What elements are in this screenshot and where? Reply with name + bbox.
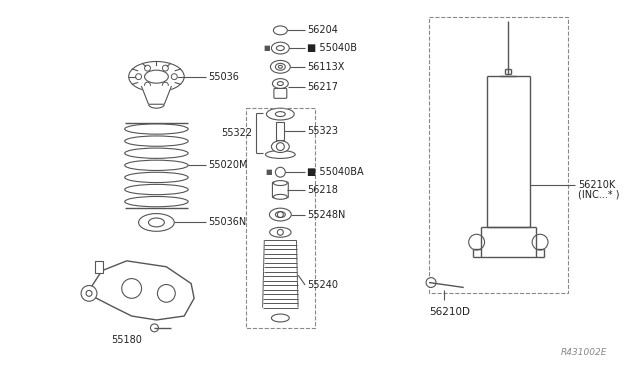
Text: 56113X: 56113X xyxy=(307,62,344,72)
Text: 55248N: 55248N xyxy=(307,209,346,219)
Ellipse shape xyxy=(275,112,285,116)
Text: 55036: 55036 xyxy=(208,72,239,82)
Ellipse shape xyxy=(148,218,164,227)
Bar xyxy=(276,122,284,140)
Polygon shape xyxy=(87,261,194,320)
Text: 56210K: 56210K xyxy=(578,180,615,190)
Text: 56204: 56204 xyxy=(307,25,338,35)
Text: (INC...* ): (INC...* ) xyxy=(578,190,620,200)
Circle shape xyxy=(122,279,141,298)
Bar xyxy=(95,261,103,273)
Text: 55180: 55180 xyxy=(111,335,142,345)
Ellipse shape xyxy=(125,172,188,183)
Circle shape xyxy=(81,285,97,301)
Ellipse shape xyxy=(273,180,287,186)
Ellipse shape xyxy=(266,108,294,120)
Ellipse shape xyxy=(271,314,289,322)
Ellipse shape xyxy=(129,61,184,92)
Ellipse shape xyxy=(269,227,291,237)
Circle shape xyxy=(275,167,285,177)
Ellipse shape xyxy=(269,208,291,221)
Ellipse shape xyxy=(271,60,291,73)
Circle shape xyxy=(145,65,150,71)
FancyBboxPatch shape xyxy=(273,182,288,198)
Ellipse shape xyxy=(125,136,188,146)
Text: 55323: 55323 xyxy=(307,126,338,136)
Text: ■ 55040BA: ■ 55040BA xyxy=(307,167,364,177)
Ellipse shape xyxy=(125,148,188,158)
Ellipse shape xyxy=(271,42,289,54)
Text: ■: ■ xyxy=(263,45,270,51)
Ellipse shape xyxy=(275,212,285,218)
Ellipse shape xyxy=(271,141,289,153)
Circle shape xyxy=(468,234,484,250)
Text: 55020M: 55020M xyxy=(208,160,248,170)
Circle shape xyxy=(163,82,168,88)
Text: 56218: 56218 xyxy=(307,185,338,195)
Circle shape xyxy=(157,285,175,302)
Ellipse shape xyxy=(276,46,284,51)
Ellipse shape xyxy=(125,160,188,170)
FancyBboxPatch shape xyxy=(274,89,287,98)
Ellipse shape xyxy=(125,185,188,195)
Ellipse shape xyxy=(125,124,188,134)
Circle shape xyxy=(150,324,159,332)
Text: 56210D: 56210D xyxy=(429,307,470,317)
Text: 56217: 56217 xyxy=(307,83,338,93)
Text: R431002E: R431002E xyxy=(561,348,607,357)
Text: 55322: 55322 xyxy=(221,128,252,138)
Circle shape xyxy=(172,74,177,80)
Ellipse shape xyxy=(125,196,188,207)
Circle shape xyxy=(136,74,141,80)
Text: ■: ■ xyxy=(265,169,272,175)
Circle shape xyxy=(145,82,150,88)
Ellipse shape xyxy=(145,70,168,83)
Text: 55240: 55240 xyxy=(307,280,338,290)
Ellipse shape xyxy=(275,63,285,70)
Ellipse shape xyxy=(266,151,295,158)
Circle shape xyxy=(532,234,548,250)
Text: ■ 55040B: ■ 55040B xyxy=(307,43,357,53)
Ellipse shape xyxy=(273,195,287,199)
Polygon shape xyxy=(141,87,172,104)
Ellipse shape xyxy=(273,26,287,35)
Text: 55036N: 55036N xyxy=(208,218,246,227)
Ellipse shape xyxy=(273,78,288,89)
Ellipse shape xyxy=(139,214,174,231)
Circle shape xyxy=(426,278,436,288)
Circle shape xyxy=(163,65,168,71)
Ellipse shape xyxy=(148,100,164,108)
